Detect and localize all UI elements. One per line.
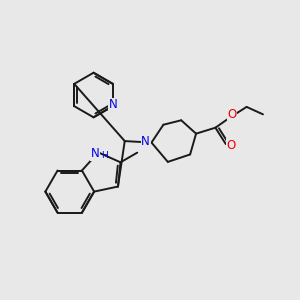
Text: O: O (227, 108, 236, 121)
Text: H: H (101, 151, 108, 160)
Text: N: N (91, 147, 100, 161)
Text: N: N (109, 98, 117, 111)
Text: O: O (226, 139, 236, 152)
Text: N: N (141, 135, 150, 148)
